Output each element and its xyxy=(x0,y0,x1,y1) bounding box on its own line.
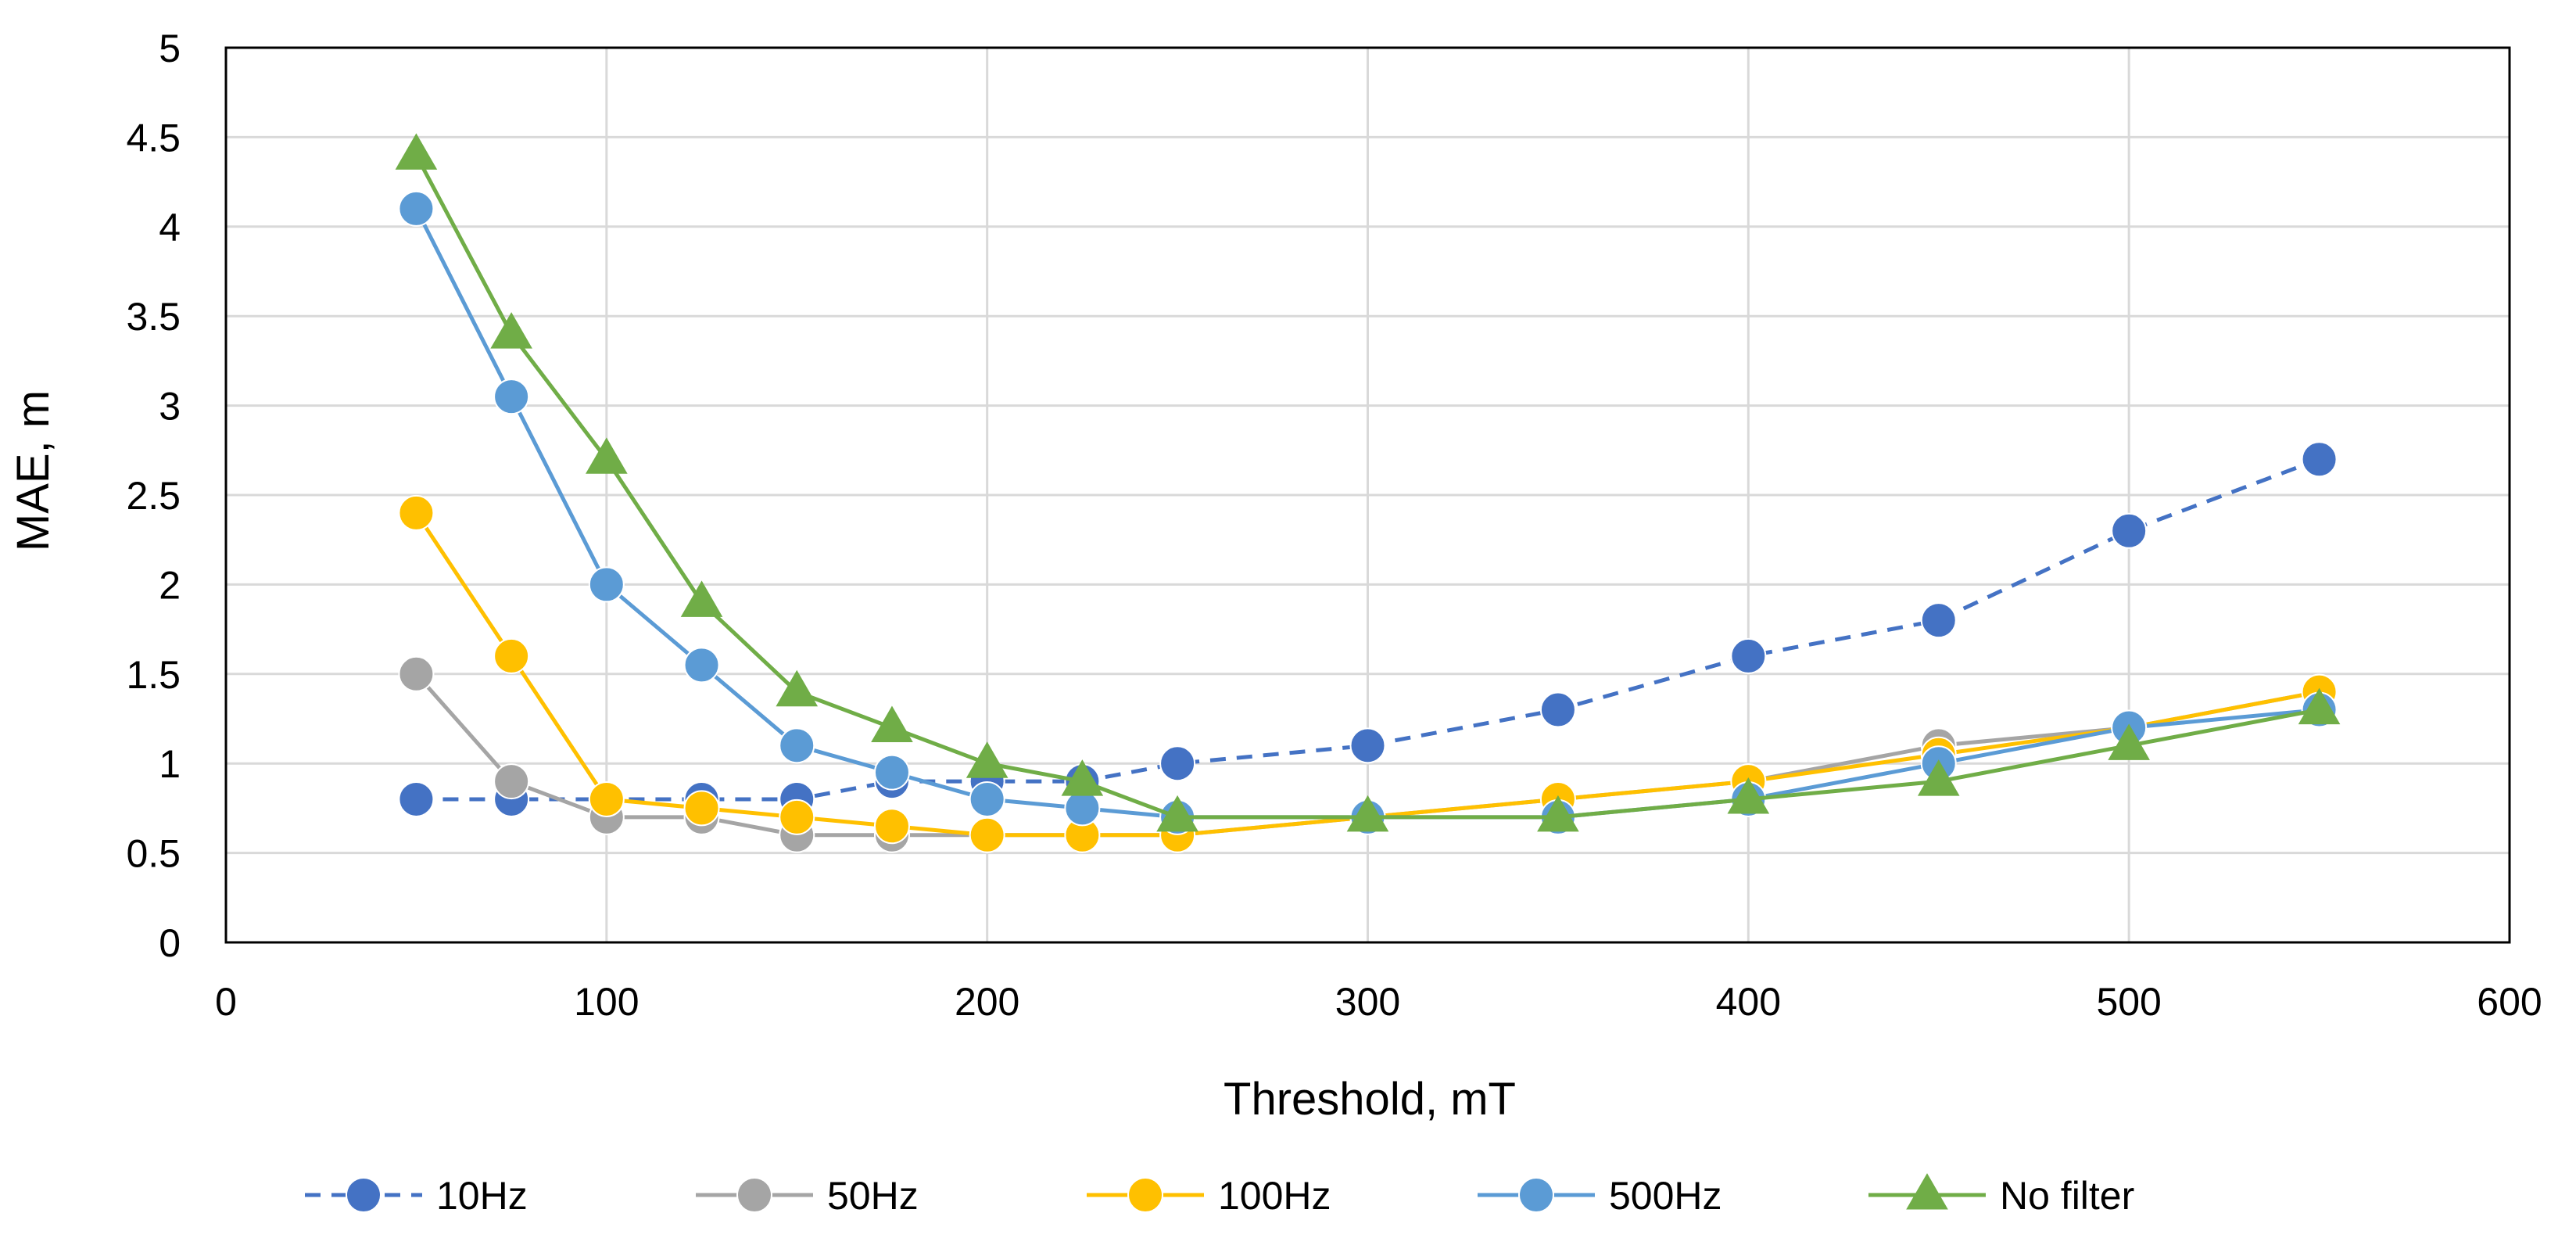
legend-entry-10hz: 10Hz xyxy=(305,1174,528,1218)
data-point xyxy=(1727,777,1770,814)
legend-label: 100Hz xyxy=(1218,1174,1331,1218)
legend-entry-100hz: 100Hz xyxy=(1087,1174,1331,1218)
y-tick-label: 1 xyxy=(159,742,181,786)
data-series xyxy=(395,133,2341,853)
data-point xyxy=(871,705,913,742)
data-point xyxy=(683,647,720,684)
data-point xyxy=(1346,795,1389,832)
data-point xyxy=(2298,687,2341,725)
legend-marker xyxy=(346,1177,382,1213)
legend-entry-50hz: 50Hz xyxy=(696,1174,919,1218)
data-point xyxy=(586,437,628,474)
x-tick-label: 500 xyxy=(2096,980,2161,1024)
data-point xyxy=(395,133,438,170)
y-tick-label: 4.5 xyxy=(126,116,181,160)
data-point xyxy=(779,798,815,835)
y-tick-label: 0 xyxy=(159,921,181,965)
legend-marker xyxy=(1906,1173,1948,1210)
legend-label: 50Hz xyxy=(827,1174,919,1218)
data-point xyxy=(1349,727,1386,764)
data-point xyxy=(398,781,435,817)
data-point xyxy=(2111,512,2148,549)
data-point xyxy=(1917,759,1960,796)
data-point xyxy=(969,816,1005,853)
data-point xyxy=(1061,759,1104,796)
y-tick-labels: 0 0.5 1 1.5 2 2.5 3 3.5 4 4.5 5 xyxy=(126,27,181,965)
x-axis-title: Threshold, mT xyxy=(1224,1074,1516,1125)
data-point xyxy=(1156,795,1198,832)
data-point xyxy=(873,808,910,845)
legend-entry-no-filter: No filter xyxy=(1868,1173,2134,1218)
data-point xyxy=(969,781,1005,817)
x-tick-label: 300 xyxy=(1335,980,1400,1024)
data-point xyxy=(1730,637,1767,674)
y-tick-label: 5 xyxy=(159,27,181,70)
y-tick-label: 2 xyxy=(159,563,181,607)
data-point xyxy=(966,741,1009,778)
y-tick-label: 1.5 xyxy=(126,653,181,697)
y-tick-label: 3.5 xyxy=(126,295,181,339)
legend: 10Hz 50Hz 100Hz 500Hz No filter xyxy=(305,1173,2134,1218)
data-point xyxy=(2108,723,2150,760)
data-point xyxy=(683,790,720,827)
y-tick-label: 2.5 xyxy=(126,474,181,518)
axes xyxy=(224,46,2511,944)
y-tick-label: 4 xyxy=(159,206,181,249)
data-point xyxy=(776,669,819,707)
data-point xyxy=(493,763,530,800)
legend-label: 10Hz xyxy=(436,1174,528,1218)
data-point xyxy=(588,566,625,603)
data-point xyxy=(2301,441,2338,478)
data-point xyxy=(398,190,435,227)
legend-marker xyxy=(736,1177,772,1213)
x-tick-label: 100 xyxy=(574,980,639,1024)
plot-area-border xyxy=(224,46,2511,944)
x-tick-label: 400 xyxy=(1716,980,1781,1024)
data-point xyxy=(1537,795,1579,832)
data-point xyxy=(493,637,530,674)
legend-entry-500hz: 500Hz xyxy=(1478,1174,1722,1218)
data-point xyxy=(398,655,435,692)
legend-label: No filter xyxy=(2000,1174,2134,1218)
x-tick-labels: 0 100 200 300 400 500 600 xyxy=(215,980,2542,1024)
legend-marker xyxy=(1127,1177,1163,1213)
data-point xyxy=(588,781,625,817)
data-point xyxy=(490,312,532,349)
data-point xyxy=(398,494,435,531)
data-point xyxy=(873,754,910,791)
x-tick-label: 0 xyxy=(215,980,237,1024)
data-point xyxy=(779,727,815,764)
data-point xyxy=(1920,602,1957,639)
y-tick-label: 3 xyxy=(159,385,181,429)
legend-marker xyxy=(1518,1177,1554,1213)
data-point xyxy=(680,580,723,617)
data-point xyxy=(1064,790,1101,827)
data-point xyxy=(1159,745,1196,782)
x-tick-label: 200 xyxy=(955,980,1019,1024)
data-point xyxy=(493,379,530,415)
y-tick-label: 0.5 xyxy=(126,832,181,876)
y-axis-title: MAE, m xyxy=(8,390,59,551)
data-point xyxy=(1539,691,1576,728)
legend-label: 500Hz xyxy=(1609,1174,1722,1218)
x-tick-label: 600 xyxy=(2477,980,2542,1024)
series-no-filter xyxy=(395,133,2341,832)
